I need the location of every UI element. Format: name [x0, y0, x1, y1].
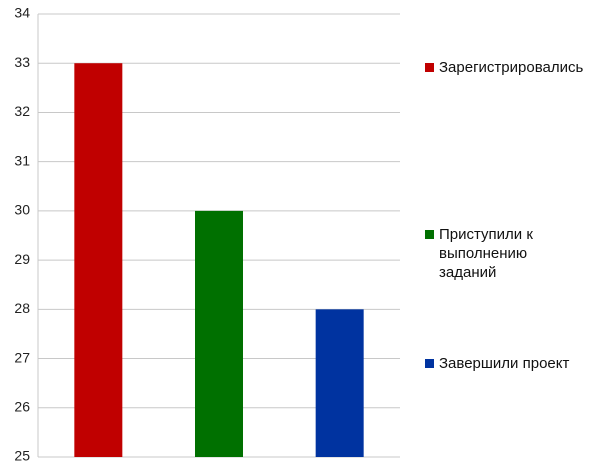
legend-label: Завершили проект [439, 355, 570, 372]
y-tick-label: 25 [14, 448, 30, 464]
legend-item: Завершили проект [425, 354, 575, 373]
y-tick-label: 34 [14, 5, 30, 21]
legend-item: Зарегистрировались [425, 58, 583, 77]
y-tick-label: 31 [14, 152, 30, 168]
y-tick-label: 26 [14, 398, 30, 414]
y-tick-label: 27 [14, 349, 30, 365]
bar [195, 210, 243, 457]
legend-swatch [425, 63, 434, 72]
bar [315, 309, 364, 457]
legend-label: Зарегистрировались [439, 59, 584, 76]
y-tick-label: 29 [14, 251, 30, 267]
legend-label: Приступили к выполнению заданий [439, 226, 533, 281]
legend-swatch [425, 359, 434, 368]
y-tick-label: 30 [14, 202, 30, 218]
y-tick-label: 28 [14, 300, 30, 316]
y-tick-label: 32 [14, 103, 30, 119]
legend-swatch [425, 230, 434, 239]
y-tick-label: 33 [14, 54, 30, 70]
legend-item: Приступили к выполнению заданий [425, 225, 575, 282]
bar [74, 63, 123, 457]
